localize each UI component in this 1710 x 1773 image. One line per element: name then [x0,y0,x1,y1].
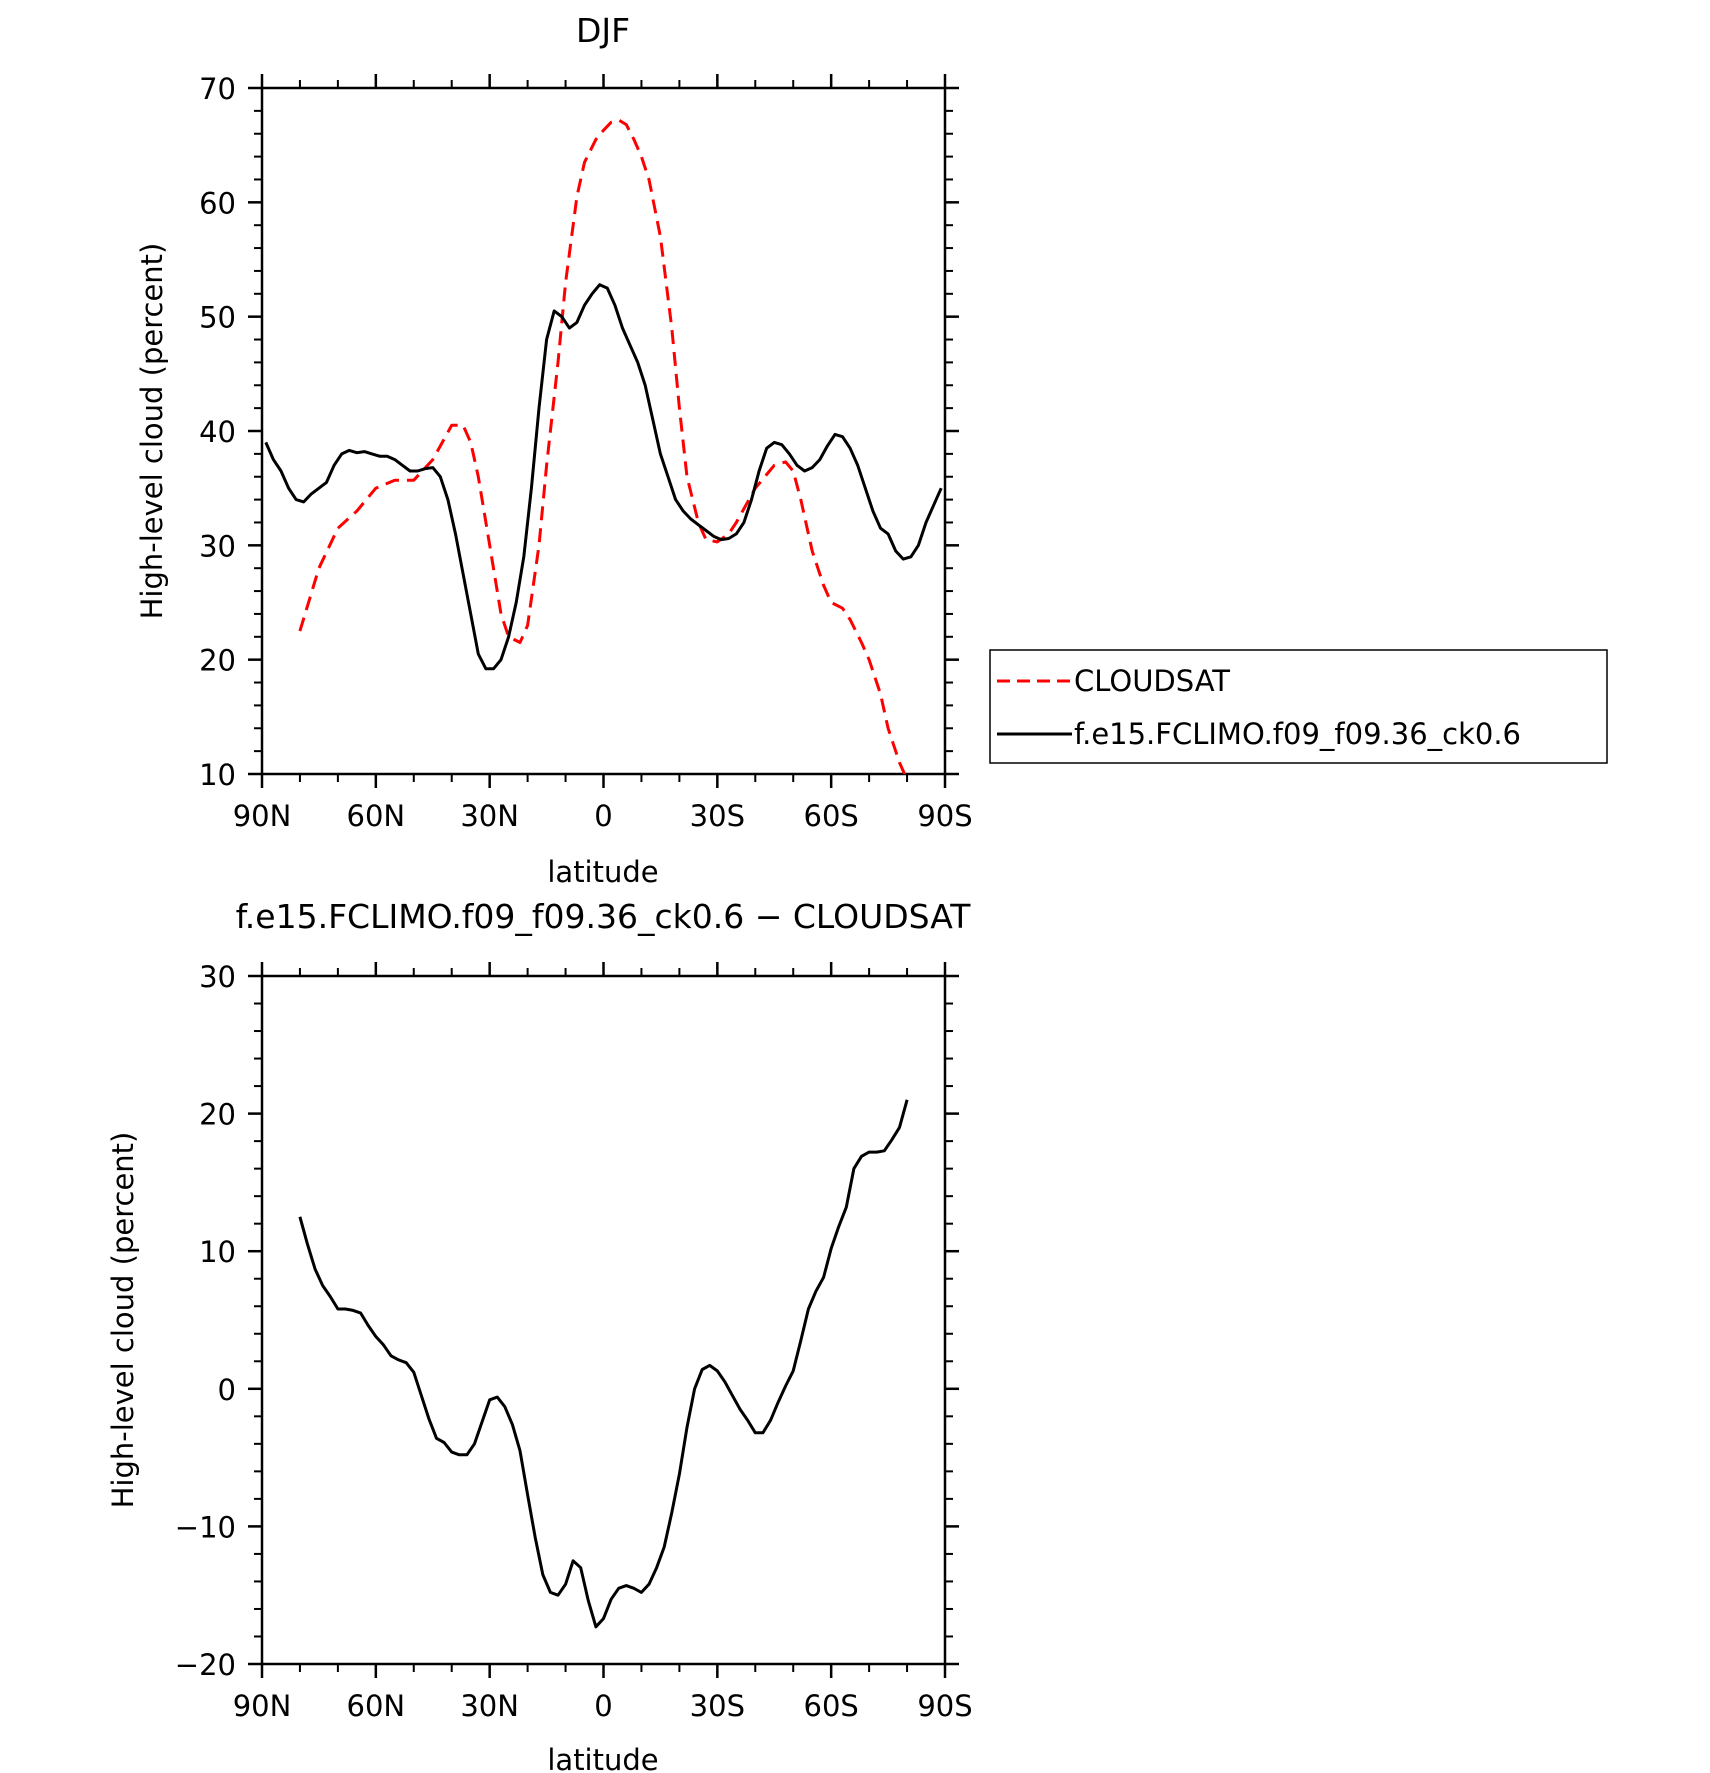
x-axis-label: latitude [547,1743,658,1773]
series-line-cloudsat [298,118,907,774]
x-tick-label: 60N [347,799,406,833]
x-tick-label: 30S [690,1689,745,1723]
series-line-f-e15-fclimo-f09-f09-36-ck0-6 [264,283,943,671]
y-tick-label: −20 [175,1648,236,1682]
x-tick-label: 90S [917,799,972,833]
x-tick-label: 30S [690,799,745,833]
y-tick-label: −10 [175,1510,236,1544]
axis-tick-labels: 90N 60N 30N 0 30S 60S 90S −20 −10 0 10 20 30 [175,960,973,1723]
x-tick-label: 30N [460,799,519,833]
y-tick-label: 0 [218,1373,236,1407]
series-lines [264,118,943,774]
series-lines [298,1099,909,1629]
y-tick-label: 50 [199,301,236,335]
y-axis-label: High-level cloud (percent) [135,243,169,620]
legend-box [989,649,1608,764]
x-tick-label: 90N [233,1689,292,1723]
plot-frame [260,86,947,776]
x-tick-label: 90N [233,799,292,833]
y-tick-label: 10 [199,1235,236,1269]
x-tick-label: 0 [594,799,612,833]
y-tick-label: 30 [199,529,236,563]
x-tick-label: 60S [804,1689,859,1723]
y-tick-label: 70 [199,72,236,106]
axis-ticks [248,74,959,788]
y-axis-label: High-level cloud (percent) [106,1132,140,1509]
y-tick-label: 10 [199,758,236,792]
x-axis-label: latitude [547,855,658,889]
legend: CLOUDSAT f.e15.FCLIMO.f09_f09.36_ck0.6 [989,649,1608,764]
y-tick-label: 30 [199,960,236,994]
x-tick-label: 60N [347,1689,406,1723]
x-tick-label: 60S [804,799,859,833]
axis-ticks [248,962,959,1678]
y-tick-label: 20 [199,1098,236,1132]
chart-difference: f.e15.FCLIMO.f09_f09.36_ck0.6 − CLOUDSAT… [106,897,973,1773]
x-tick-label: 0 [594,1689,612,1723]
y-tick-label: 20 [199,644,236,678]
y-tick-label: 40 [199,415,236,449]
y-tick-label: 60 [199,186,236,220]
chart-djf: DJF 90N 60N 30N 0 30S 60S 90S 10 20 30 40 50 60 70 la… [135,11,1608,889]
chart-title: DJF [576,11,630,50]
legend-label-cloudsat: CLOUDSAT [1074,664,1230,698]
axis-tick-labels: 90N 60N 30N 0 30S 60S 90S 10 20 30 40 50 60 70 [199,72,973,833]
series-line-difference [298,1099,909,1629]
legend-label-model: f.e15.FCLIMO.f09_f09.36_ck0.6 [1074,717,1521,751]
chart-title: f.e15.FCLIMO.f09_f09.36_ck0.6 − CLOUDSAT [236,897,972,936]
x-tick-label: 90S [917,1689,972,1723]
x-tick-label: 30N [460,1689,519,1723]
